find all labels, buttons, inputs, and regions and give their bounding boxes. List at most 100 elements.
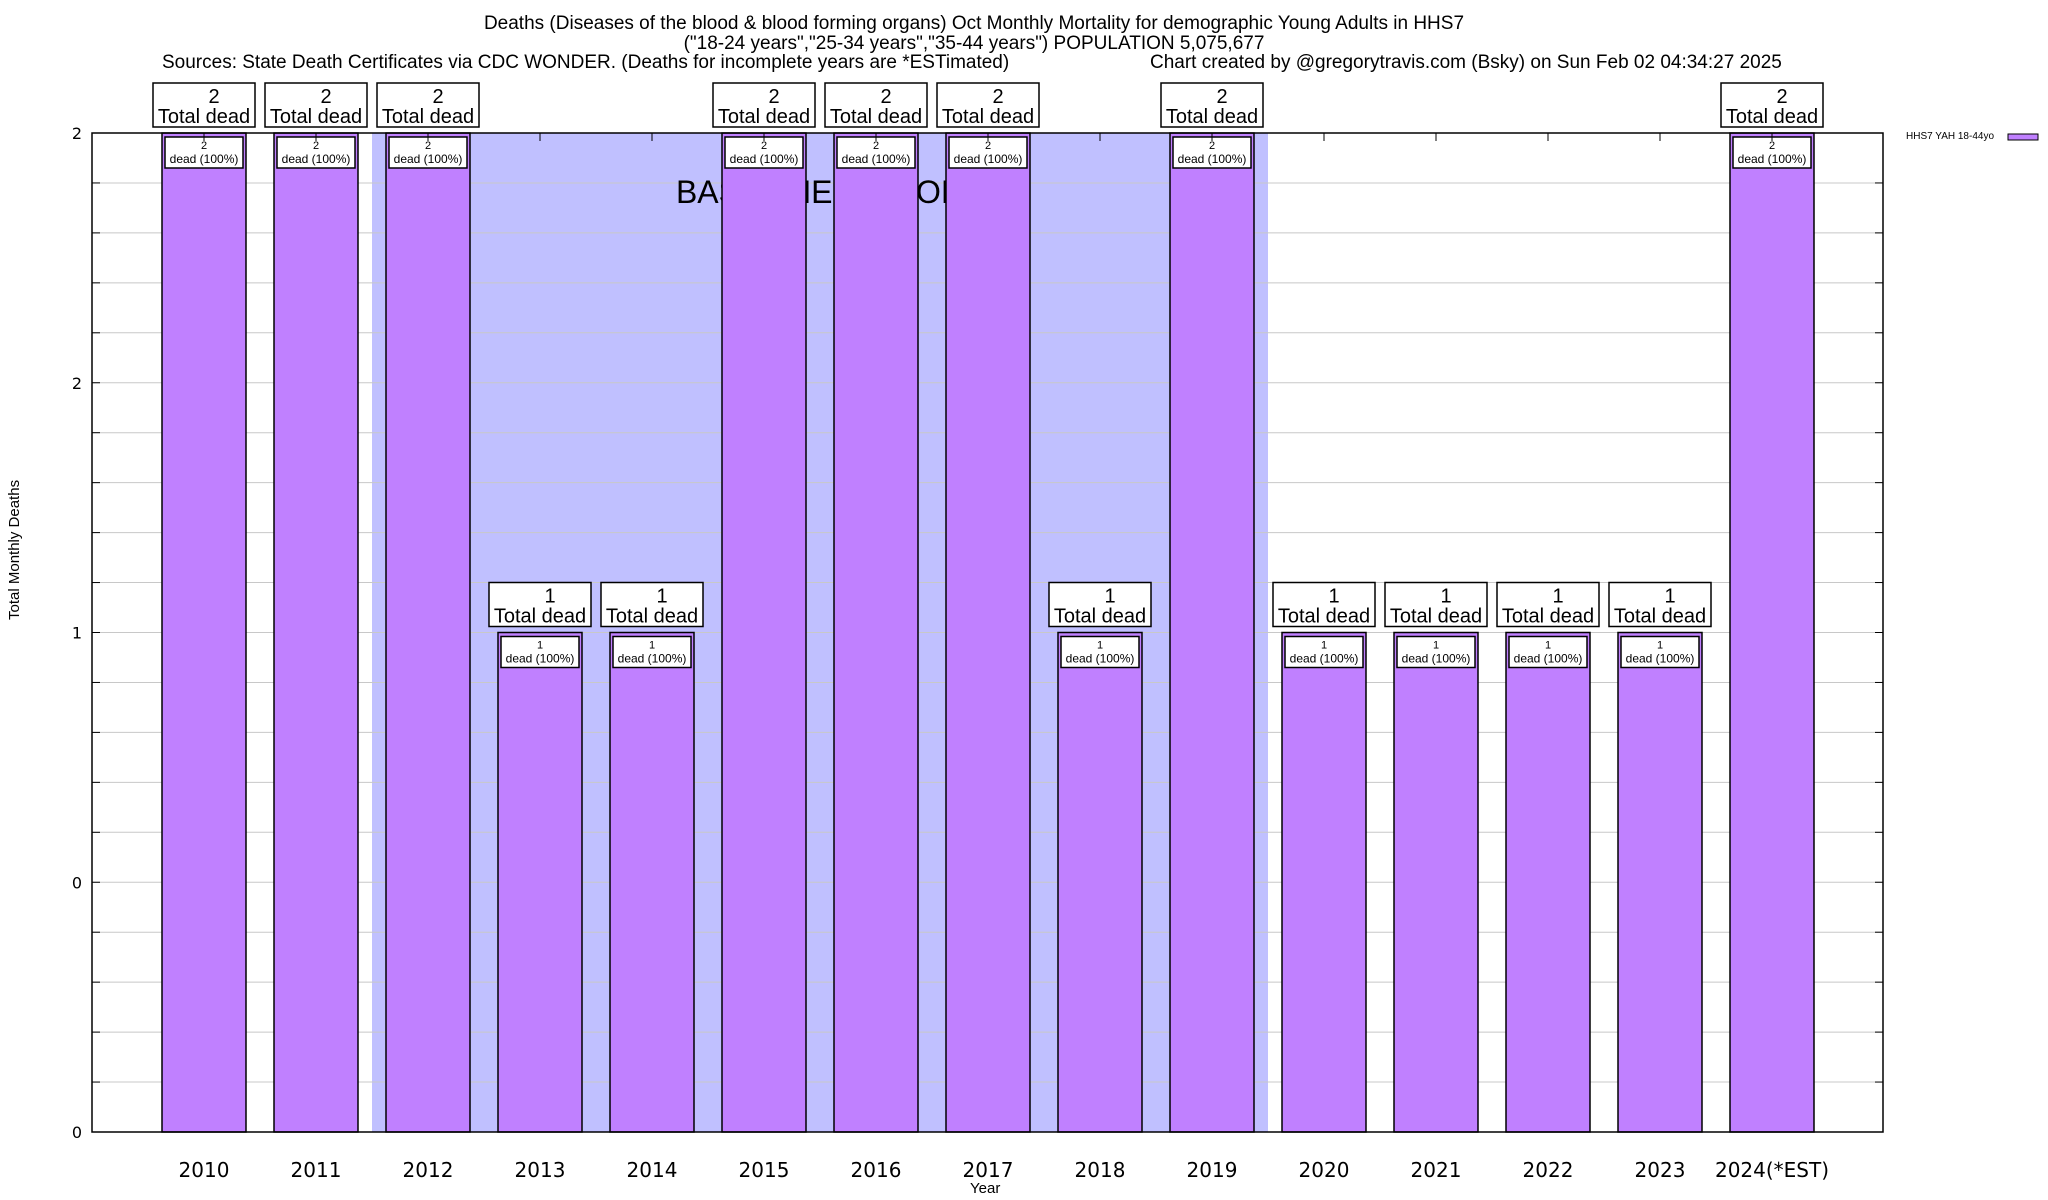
bar-inner-label-box [1620, 635, 1700, 669]
bar [833, 132, 919, 1133]
bar-total-label: Total dead [718, 106, 810, 128]
x-tick-label: 2012 [403, 1158, 454, 1182]
y-tick-label: 1 [72, 624, 82, 643]
bar-total-value: 1 [1104, 586, 1115, 608]
x-tick-label: 2015 [739, 1158, 790, 1182]
bar-inner-label: dead (100%) [730, 152, 799, 166]
bar [945, 132, 1031, 1133]
bar-inner-value: 1 [1657, 640, 1663, 652]
x-tick-label: 2014 [627, 1158, 678, 1182]
bar-inner-label: dead (100%) [394, 152, 463, 166]
y-tick-label: 0 [72, 873, 82, 892]
bar-inner-value: 2 [425, 140, 431, 152]
bar-total-value: 1 [1664, 586, 1675, 608]
bar-inner-value: 2 [985, 140, 991, 152]
bar [497, 631, 583, 1133]
bar-inner-value: 2 [201, 140, 207, 152]
bar-total-label-box [376, 82, 480, 128]
chart-subtitle: ("18-24 years","25-34 years","35-44 year… [683, 33, 1265, 54]
bar-inner-label: dead (100%) [1402, 652, 1471, 666]
bar-inner-value: 1 [1433, 640, 1439, 652]
bar-inner-value: 2 [1769, 140, 1775, 152]
bar-inner-label: dead (100%) [1626, 652, 1695, 666]
bar [1505, 631, 1591, 1133]
bar-total-label-box [152, 82, 256, 128]
x-tick-label: 2022 [1523, 1158, 1574, 1182]
bar-total-label-box [1720, 82, 1824, 128]
bar-total-label: Total dead [942, 106, 1034, 128]
bar-total-value: 2 [1776, 86, 1787, 108]
bar-inner-label-box [500, 635, 580, 669]
bar-total-label-box [1384, 581, 1488, 628]
bar-total-value: 1 [656, 586, 667, 608]
bar [721, 132, 807, 1133]
bar-total-label: Total dead [158, 106, 250, 128]
x-tick-label: 2016 [851, 1158, 902, 1182]
bar-inner-label-box [1396, 635, 1476, 669]
bar-inner-label-box [948, 136, 1028, 169]
bar-total-value: 1 [1440, 586, 1451, 608]
baseline-period-label: BASELINE PERIOD [676, 174, 964, 210]
x-tick-label: 2011 [291, 1158, 342, 1182]
bar-inner-label-box [388, 136, 468, 169]
bar-inner-label: dead (100%) [1738, 152, 1807, 166]
bar [1057, 631, 1143, 1133]
bar-total-label-box [600, 581, 704, 628]
bar-total-label: Total dead [1054, 606, 1146, 628]
bar-total-label-box [1048, 581, 1152, 628]
bar [161, 132, 247, 1133]
bar-total-label-box [1608, 581, 1712, 628]
bar-total-value: 2 [1216, 86, 1227, 108]
bar-inner-value: 2 [313, 140, 319, 152]
x-tick-label: 2010 [179, 1158, 230, 1182]
chart-title: Deaths (Diseases of the blood & blood fo… [483, 13, 1465, 34]
bar-total-value: 1 [1328, 586, 1339, 608]
y-tick-label: 0 [72, 1123, 82, 1142]
x-tick-label: 2021 [1411, 1158, 1462, 1182]
chart-credit: Chart created by @gregorytravis.com (Bsk… [1150, 52, 1782, 73]
bar-inner-label: dead (100%) [1290, 652, 1359, 666]
x-tick-label: 2013 [515, 1158, 566, 1182]
bar [273, 132, 359, 1133]
bar-inner-label-box [1172, 136, 1252, 169]
bar-total-label-box [1160, 82, 1264, 128]
y-tick-label: 2 [72, 124, 82, 143]
x-tick-label: 2017 [963, 1158, 1014, 1182]
bar-inner-value: 2 [873, 140, 879, 152]
bar-total-label: Total dead [606, 606, 698, 628]
bar [1617, 631, 1703, 1133]
bar-inner-label-box [1284, 635, 1364, 669]
bar-total-label-box [824, 82, 928, 128]
bar-inner-label-box [1508, 635, 1588, 669]
x-tick-label: 2024(*EST) [1715, 1158, 1829, 1182]
bar-total-label-box [264, 82, 368, 128]
bar [1169, 132, 1255, 1133]
bar-total-label: Total dead [1390, 606, 1482, 628]
bar-total-value: 1 [1552, 586, 1563, 608]
bar-inner-value: 1 [649, 640, 655, 652]
bar-total-label-box [712, 82, 816, 128]
plot-frame [91, 132, 1884, 1133]
bar [1729, 132, 1815, 1133]
bar-total-value: 2 [992, 86, 1003, 108]
bar-inner-value: 1 [1545, 640, 1551, 652]
bar-total-label-box [1272, 581, 1376, 628]
bar-total-label: Total dead [830, 106, 922, 128]
bar-inner-label: dead (100%) [842, 152, 911, 166]
y-tick-label: 2 [72, 374, 82, 393]
bar-inner-label: dead (100%) [506, 652, 575, 666]
bar-inner-label: dead (100%) [954, 152, 1023, 166]
bar [385, 132, 471, 1133]
bar-inner-value: 2 [761, 140, 767, 152]
bar-inner-label-box [164, 136, 244, 169]
bar-total-label: Total dead [1614, 606, 1706, 628]
x-tick-label: 2019 [1187, 1158, 1238, 1182]
bar [609, 631, 695, 1133]
bar-total-label: Total dead [1726, 106, 1818, 128]
bar-total-label-box [488, 581, 592, 628]
bar-inner-label: dead (100%) [170, 152, 239, 166]
bar-total-value: 2 [432, 86, 443, 108]
bar-inner-label-box [612, 635, 692, 669]
bar-total-label: Total dead [382, 106, 474, 128]
